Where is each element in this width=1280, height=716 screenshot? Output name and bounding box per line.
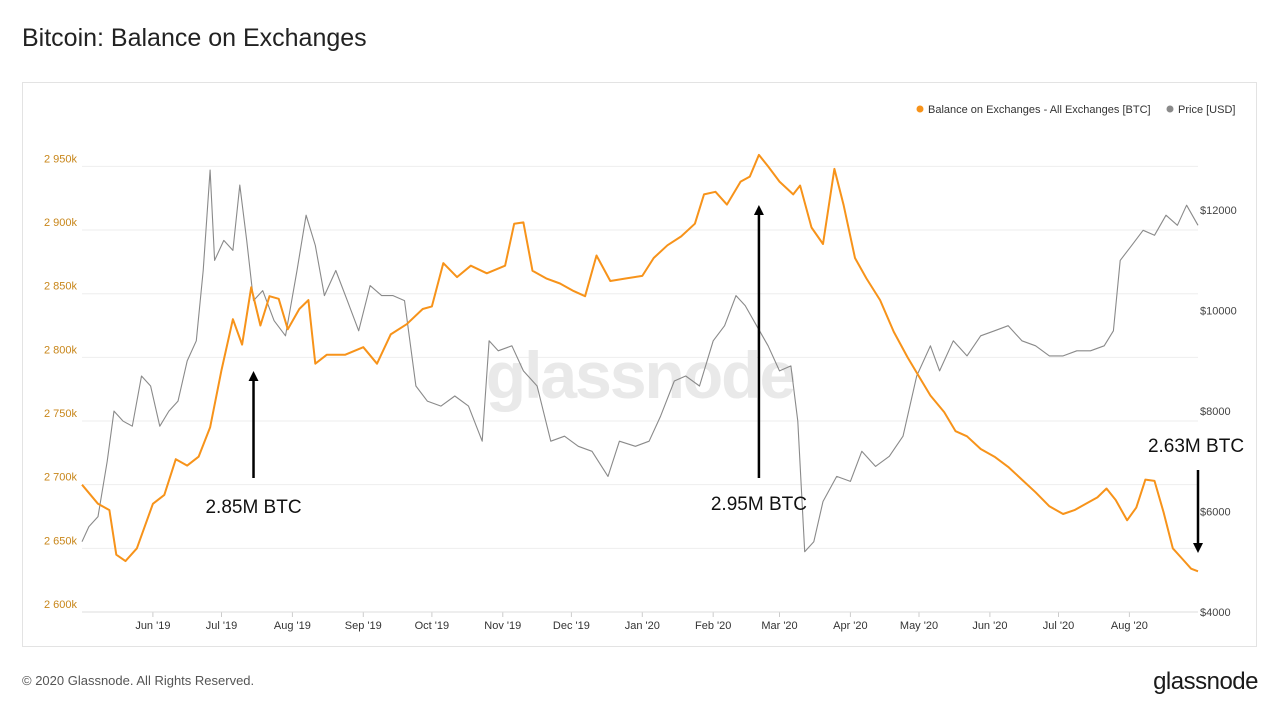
legend-balance-label: Balance on Exchanges - All Exchanges [BT…	[928, 104, 1151, 116]
y-left-tick-label: 2 600k	[44, 599, 78, 611]
annotation-label: 2.95M BTC	[711, 494, 807, 515]
x-tick-label: Aug '19	[274, 620, 311, 632]
x-tick-label: Aug '20	[1111, 620, 1148, 632]
annotation-label: 2.85M BTC	[205, 497, 301, 518]
y-right-tick-label: $10000	[1200, 306, 1237, 318]
y-right-tick-label: $6000	[1200, 507, 1231, 519]
copyright-text: © 2020 Glassnode. All Rights Reserved.	[22, 673, 255, 688]
y-right-tick-label: $4000	[1200, 607, 1231, 619]
y-left-tick-label: 2 950k	[44, 153, 78, 165]
x-tick-label: Oct '19	[415, 620, 450, 632]
x-tick-label: Jun '20	[972, 620, 1007, 632]
series-lines	[81, 153, 1199, 573]
y-left-tick-label: 2 700k	[44, 472, 78, 484]
x-tick-label: Apr '20	[833, 620, 868, 632]
x-tick-label: May '20	[900, 620, 938, 632]
page-title: Bitcoin: Balance on Exchanges	[22, 24, 367, 52]
y-left-tick-label: 2 650k	[44, 535, 78, 547]
x-tick-label: Dec '19	[553, 620, 590, 632]
y-right-tick-label: $12000	[1200, 205, 1237, 217]
glassnode-logo[interactable]: glassnode	[1153, 668, 1258, 695]
x-tick-label: Jun '19	[135, 620, 170, 632]
y-left-tick-label: 2 850k	[44, 281, 78, 293]
y-axis-left: 2 600k 2 650k 2 700k 2 750k 2 800k 2 850k 2 90…	[44, 153, 78, 611]
x-tick-label: Mar '20	[761, 620, 797, 632]
balance-series-line	[81, 153, 1199, 573]
watermark-text: glassnode	[486, 338, 795, 412]
annotations: 2.85M BTC 2.95M BTC 2.63M BTC	[205, 205, 1244, 553]
legend-price-dot	[1166, 105, 1174, 113]
x-tick-label: Jul '20	[1043, 620, 1074, 632]
x-tick-label: Nov '19	[484, 620, 521, 632]
x-tick-label: Sep '19	[345, 620, 382, 632]
x-tick-label: Jul '19	[206, 620, 237, 632]
chart-legend: Balance on Exchanges - All Exchanges [BT…	[916, 104, 1235, 116]
y-left-tick-label: 2 800k	[44, 344, 78, 356]
x-tick-label: Jan '20	[625, 620, 660, 632]
legend-balance-dot	[916, 105, 924, 113]
y-right-tick-label: $8000	[1200, 406, 1231, 418]
x-axis: Jun '19 Jul '19 Aug '19 Sep '19 Oct '19 Nov '…	[82, 611, 1198, 632]
legend-price-label: Price [USD]	[1178, 104, 1235, 116]
y-left-tick-label: 2 900k	[44, 217, 78, 229]
y-left-tick-label: 2 750k	[44, 408, 78, 420]
price-series-line	[81, 169, 1199, 553]
annotation-label: 2.63M BTC	[1148, 436, 1244, 457]
chart-frame	[22, 82, 1257, 647]
x-tick-label: Feb '20	[695, 620, 731, 632]
y-axis-right: $4000 $6000 $8000 $10000 $12000	[1200, 205, 1237, 619]
